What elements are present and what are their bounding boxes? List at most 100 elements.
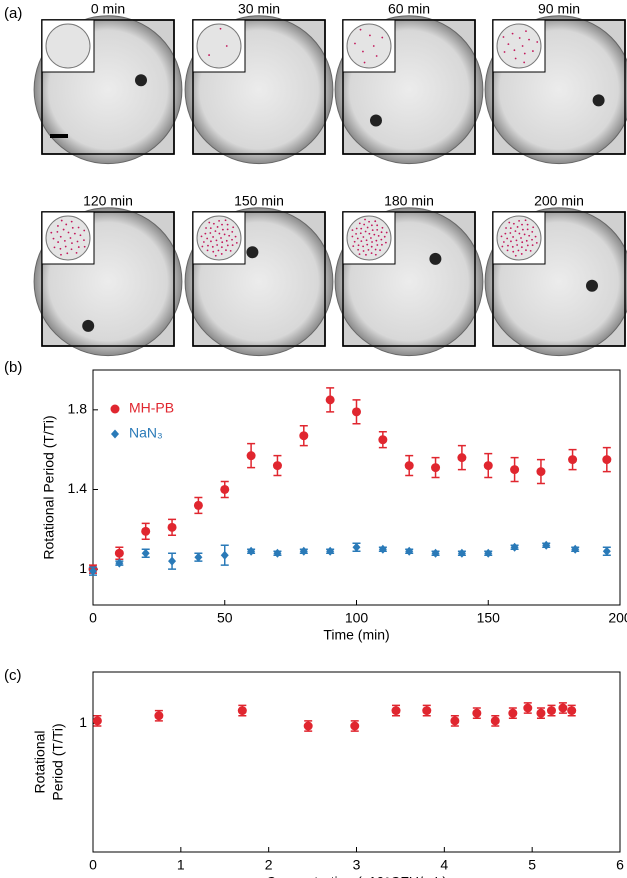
inset-dot bbox=[383, 235, 386, 238]
micrograph bbox=[33, 207, 183, 357]
marker bbox=[272, 461, 282, 471]
inset-dot bbox=[223, 233, 226, 236]
inset-dot bbox=[367, 248, 370, 251]
inset-dot bbox=[360, 227, 363, 230]
inset-dot bbox=[512, 222, 515, 225]
inset-dot bbox=[525, 30, 527, 32]
inset-dot bbox=[385, 231, 388, 234]
inset-dot bbox=[62, 228, 65, 231]
marker bbox=[490, 716, 500, 726]
inset-dot bbox=[374, 248, 377, 251]
inset-dot bbox=[212, 250, 215, 253]
inset-dot bbox=[536, 41, 539, 43]
inset-dot bbox=[518, 37, 521, 39]
inset-dot bbox=[355, 232, 357, 235]
marker bbox=[352, 542, 361, 552]
image-border bbox=[342, 211, 476, 347]
inset-dot bbox=[231, 230, 234, 233]
inset-dot bbox=[509, 232, 512, 234]
micrograph bbox=[334, 207, 484, 357]
marker bbox=[536, 708, 546, 718]
inset-dot bbox=[503, 51, 506, 53]
marker bbox=[168, 556, 177, 566]
marker bbox=[602, 546, 611, 556]
inset-dot bbox=[70, 220, 73, 223]
marker bbox=[167, 522, 177, 532]
legend-marker bbox=[111, 429, 119, 439]
inset-dot bbox=[526, 244, 529, 247]
inset-dot bbox=[70, 248, 73, 251]
inset-dot bbox=[357, 248, 360, 251]
inset-dot bbox=[56, 230, 59, 233]
inset-dot bbox=[509, 227, 512, 230]
marker bbox=[472, 708, 482, 718]
inset-dot bbox=[372, 45, 375, 47]
image-label: 120 min bbox=[83, 193, 133, 209]
inset-dot bbox=[208, 221, 211, 224]
inset-dot bbox=[57, 225, 59, 227]
panel-label: (c) bbox=[4, 667, 22, 684]
inset-dot bbox=[206, 249, 209, 252]
bead bbox=[370, 114, 382, 127]
inset-dot bbox=[370, 252, 373, 254]
inset-dot bbox=[216, 244, 219, 246]
panel-label: (a) bbox=[4, 5, 22, 22]
inset-dot bbox=[354, 42, 356, 45]
inset-dot bbox=[235, 241, 238, 244]
inset-dot bbox=[351, 235, 354, 238]
inset-dot bbox=[65, 223, 68, 226]
inset-dot bbox=[209, 232, 212, 234]
inset-dot bbox=[366, 226, 369, 229]
inset-dot bbox=[353, 240, 356, 243]
inset-dot bbox=[83, 239, 85, 242]
inset-dot bbox=[508, 221, 511, 224]
inset-dot bbox=[229, 249, 232, 252]
inset-dot bbox=[221, 228, 224, 231]
inset-dot bbox=[520, 253, 523, 255]
x-tick-label: 3 bbox=[353, 857, 361, 873]
marker bbox=[405, 546, 414, 556]
image-label: 90 min bbox=[538, 1, 580, 17]
inset-dot bbox=[516, 244, 519, 246]
bead bbox=[429, 252, 442, 265]
x-tick-label: 150 bbox=[477, 610, 501, 626]
image-label: 200 min bbox=[534, 193, 584, 209]
inset-dot bbox=[520, 246, 523, 249]
inset-dot bbox=[358, 253, 361, 256]
inset-dot bbox=[351, 229, 354, 232]
inset-dot bbox=[225, 249, 227, 252]
inset-dot bbox=[506, 237, 509, 240]
y-tick-label: 1 bbox=[79, 560, 87, 576]
inset-dot bbox=[504, 232, 507, 235]
image-border bbox=[41, 211, 175, 347]
inset-dot bbox=[219, 27, 222, 30]
inset-dot bbox=[517, 249, 520, 252]
marker bbox=[114, 548, 124, 558]
inset-droplet bbox=[45, 23, 91, 69]
bead bbox=[135, 74, 147, 87]
marker bbox=[536, 467, 546, 477]
inset-droplet bbox=[496, 23, 542, 69]
inset-dot bbox=[362, 250, 365, 252]
inset-dot bbox=[83, 229, 86, 232]
inset-dot bbox=[359, 28, 362, 31]
inset-dot bbox=[212, 222, 215, 225]
inset-dot bbox=[75, 251, 78, 254]
x-tick-label: 1 bbox=[177, 857, 185, 873]
inset-dot bbox=[377, 234, 380, 237]
inset-dot bbox=[66, 252, 69, 255]
bead bbox=[82, 319, 95, 332]
inset-dot bbox=[521, 228, 524, 231]
marker bbox=[457, 453, 467, 463]
inset-dot bbox=[521, 45, 524, 47]
marker bbox=[546, 706, 556, 716]
panel-label: (b) bbox=[4, 359, 22, 376]
inset-dot bbox=[63, 239, 66, 242]
inset-dot bbox=[524, 219, 527, 222]
inset-dot bbox=[226, 223, 229, 226]
y-tick-label: 1 bbox=[79, 714, 87, 730]
inset-dot bbox=[225, 239, 228, 242]
inset-dot bbox=[76, 240, 79, 243]
inset-dot bbox=[532, 226, 535, 229]
